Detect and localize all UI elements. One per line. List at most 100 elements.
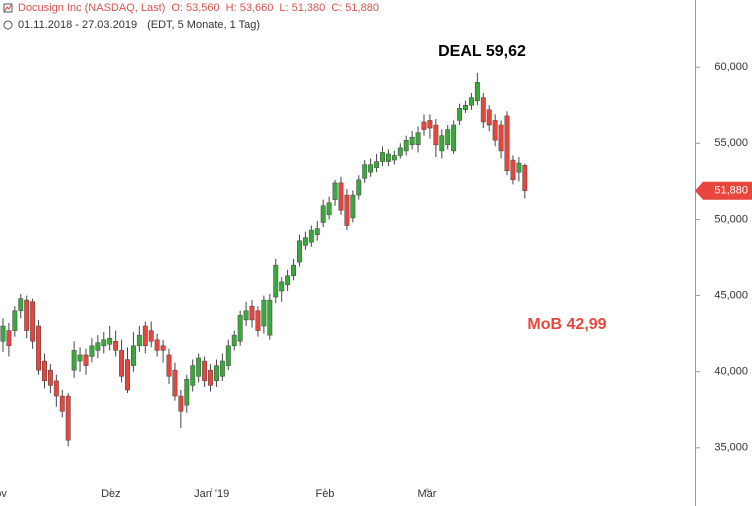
range: 01.11.2018 - 27.03.2019 xyxy=(18,19,137,31)
candle-body xyxy=(279,281,285,292)
x-tick-label: Nov xyxy=(0,488,7,500)
candle-body xyxy=(291,264,296,277)
candle-body xyxy=(65,395,71,441)
candle-body xyxy=(463,104,468,111)
candle-body xyxy=(178,395,184,412)
candle-body xyxy=(409,136,415,146)
candle-body xyxy=(47,369,53,386)
last-price-tag xyxy=(695,181,752,200)
candle-body xyxy=(89,345,95,357)
candle-body xyxy=(184,379,190,406)
candle-body xyxy=(302,237,308,246)
x-tick-label: Jan '19 xyxy=(194,488,229,500)
candle-body xyxy=(308,229,314,243)
candle-body xyxy=(255,310,261,331)
candle-body xyxy=(320,205,326,223)
candle-body xyxy=(166,354,172,377)
candle-body xyxy=(427,120,433,129)
info: (EDT, 5 Monate, 1 Tag) xyxy=(147,19,260,31)
annotation-mob: MoB 42,99 xyxy=(527,316,606,333)
candle-body xyxy=(267,299,273,336)
candle-body xyxy=(445,129,451,146)
candle-body xyxy=(196,357,202,377)
candle-body xyxy=(0,325,6,342)
candle-body xyxy=(71,350,77,371)
header-sub: 01.11.2018 - 27.03.2019 (EDT, 5 Monate, 1… xyxy=(18,19,260,31)
icon-box xyxy=(3,3,13,13)
candle-body xyxy=(107,337,113,345)
header-icon xyxy=(3,3,13,30)
candle-body xyxy=(101,339,107,347)
candle-body xyxy=(362,164,368,179)
clock-icon xyxy=(3,20,13,30)
candle-body xyxy=(397,147,403,156)
candle-body xyxy=(285,275,291,286)
candle-body xyxy=(374,161,380,168)
candle-body xyxy=(350,194,356,219)
candle-body xyxy=(59,395,65,412)
candle-body xyxy=(338,182,344,211)
candle-body xyxy=(332,182,338,200)
candle-body xyxy=(273,264,279,298)
candle-body xyxy=(95,342,101,351)
annotation-deal: DEAL 59,62 xyxy=(438,43,526,60)
candle-body xyxy=(154,339,160,351)
candle-body xyxy=(510,159,516,181)
candle-body xyxy=(231,334,237,347)
candle-body xyxy=(439,135,445,152)
candle-body xyxy=(136,334,142,347)
candle-body xyxy=(36,325,41,371)
candle-body xyxy=(451,124,457,152)
candle-body xyxy=(391,155,397,161)
y-tick-label: 50,000 xyxy=(714,213,748,225)
candle-body xyxy=(77,354,83,362)
candle-body xyxy=(249,305,255,321)
candle-body xyxy=(498,124,504,152)
candle-body xyxy=(213,365,219,382)
candle-body xyxy=(474,82,480,101)
candle-body xyxy=(516,162,522,173)
y-tick-label: 60,000 xyxy=(714,61,748,73)
candle-body xyxy=(297,240,302,263)
candle-body xyxy=(113,340,119,351)
candle-body xyxy=(219,360,225,377)
candle-body xyxy=(243,310,249,321)
candle-body xyxy=(6,330,12,347)
candle-body xyxy=(190,365,196,386)
candle-body xyxy=(522,164,528,192)
candle-body xyxy=(148,330,154,342)
candle-body xyxy=(42,360,47,382)
y-tick-label: 35,000 xyxy=(714,442,748,454)
low: L: 51,380 xyxy=(279,2,325,14)
header-title: Docusign Inc (NASDAQ, Last) O: 53,560 H: 5… xyxy=(18,2,379,14)
candle-body xyxy=(421,121,427,130)
candle-body xyxy=(356,179,362,196)
candle-body xyxy=(172,369,178,397)
candle-body xyxy=(237,315,243,342)
y-tick-label: 40,000 xyxy=(714,366,748,378)
candle-body xyxy=(12,310,18,331)
candle-body xyxy=(53,380,59,397)
candle-body xyxy=(142,325,148,347)
candle-body xyxy=(368,164,374,173)
last-price-label: 51,880 xyxy=(714,185,748,197)
candle-body xyxy=(486,109,492,126)
candle-body xyxy=(344,194,350,226)
candle-body xyxy=(160,345,166,351)
candle-body xyxy=(119,350,125,377)
candle-body xyxy=(30,301,36,342)
candle-body xyxy=(380,152,385,162)
candle-body xyxy=(18,298,24,312)
close: C: 51,880 xyxy=(331,2,379,14)
candle-body xyxy=(202,360,208,382)
candle-body xyxy=(326,202,332,216)
candle-body xyxy=(225,345,231,366)
candle-body xyxy=(457,108,463,121)
title: Docusign Inc (NASDAQ, Last) xyxy=(18,2,165,14)
candle-body xyxy=(415,132,421,146)
icon-line xyxy=(4,4,12,12)
candle-body xyxy=(492,120,498,141)
candle-body xyxy=(261,299,267,327)
